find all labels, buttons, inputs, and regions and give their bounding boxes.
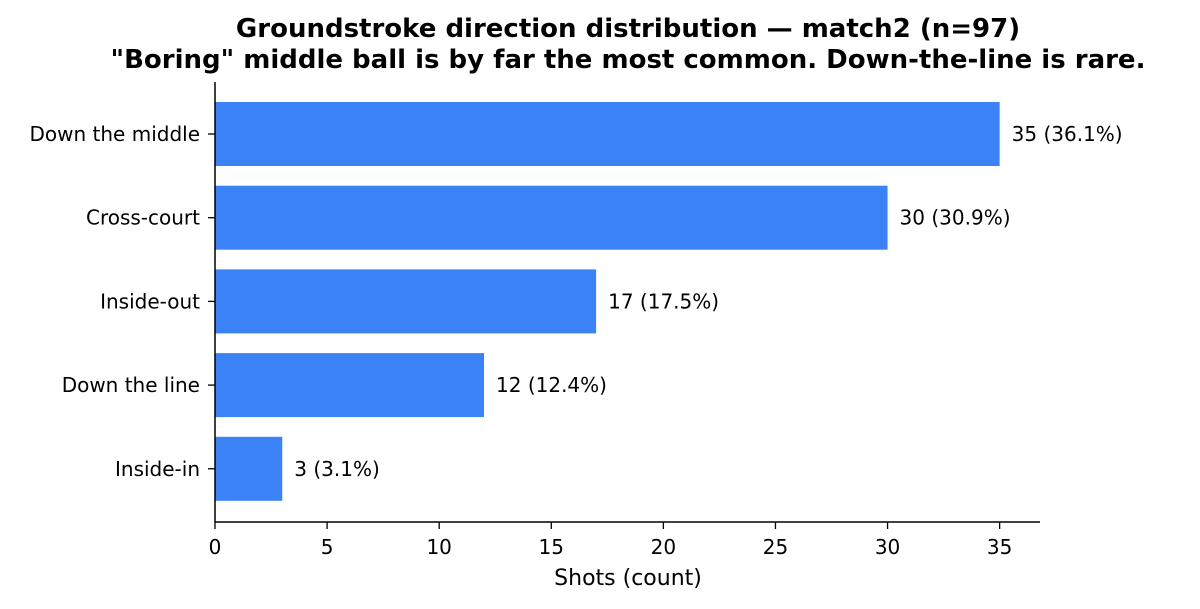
bar xyxy=(215,353,485,418)
x-tick-label: 35 xyxy=(987,535,1012,559)
x-tick-label: 15 xyxy=(539,535,564,559)
data-label: 3 (3.1%) xyxy=(294,457,380,481)
data-label: 12 (12.4%) xyxy=(496,373,607,397)
chart-title: Groundstroke direction distribution — ma… xyxy=(236,14,1020,44)
y-tick-label: Inside-in xyxy=(115,457,200,481)
x-tick-label: 30 xyxy=(875,535,900,559)
bars-layer: 35 (36.1%) 30 (30.9%) 17 (17.5%) 12 (12.4%)… xyxy=(215,102,1123,501)
x-tick-label: 10 xyxy=(426,535,451,559)
axes-layer: Down the middle Cross-court Inside-out Down… xyxy=(30,82,1040,559)
chart-subtitle: "Boring" middle ball is by far the most … xyxy=(111,45,1146,75)
x-axis-label: Shots (count) xyxy=(554,566,702,591)
data-label: 30 (30.9%) xyxy=(900,206,1011,230)
x-tick-label: 20 xyxy=(651,535,676,559)
y-tick-label: Down the line xyxy=(62,373,200,397)
x-tick-label: 25 xyxy=(763,535,788,559)
x-tick-label: 5 xyxy=(321,535,334,559)
x-tick-label: 0 xyxy=(209,535,222,559)
y-tick-label: Inside-out xyxy=(100,289,200,313)
data-label: 35 (36.1%) xyxy=(1012,122,1123,146)
bar xyxy=(215,436,283,501)
bar xyxy=(215,185,888,250)
bar xyxy=(215,269,597,334)
y-tick-label: Down the middle xyxy=(30,122,201,146)
bar xyxy=(215,102,1000,166)
data-label: 17 (17.5%) xyxy=(608,289,719,313)
y-tick-label: Cross-court xyxy=(86,206,200,230)
